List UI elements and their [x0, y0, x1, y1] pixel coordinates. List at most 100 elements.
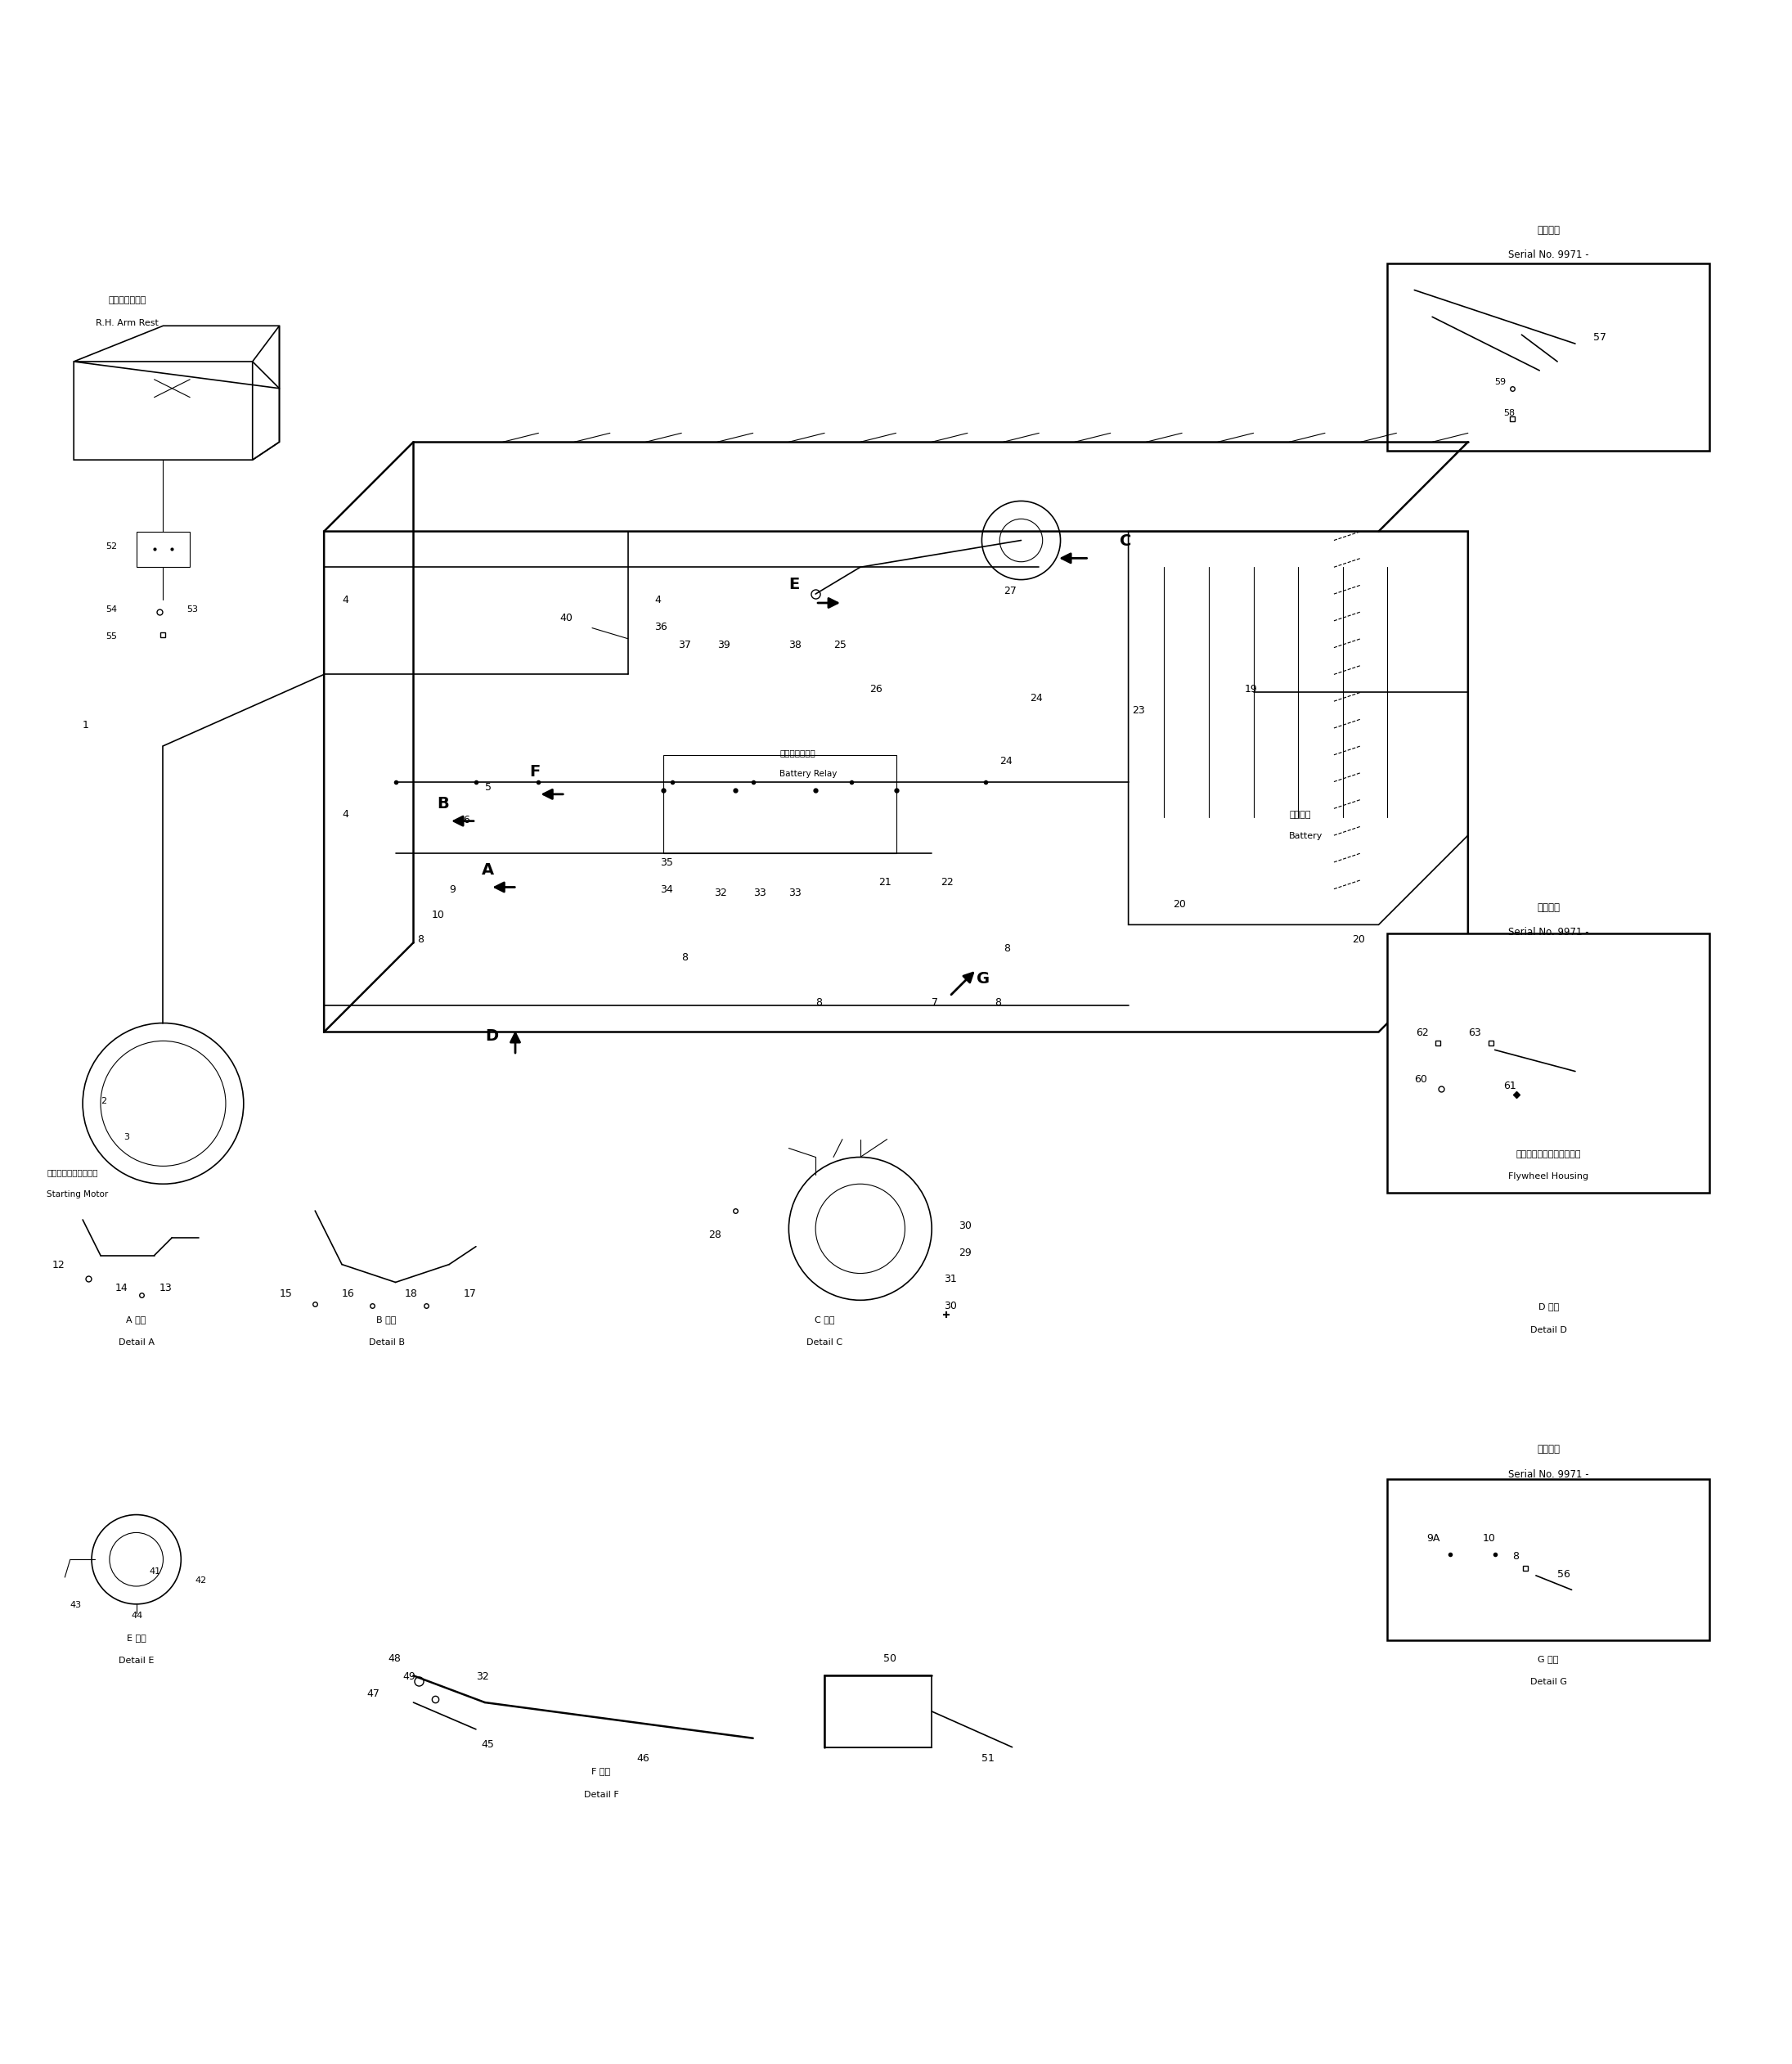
- Text: 52: 52: [106, 543, 118, 551]
- Text: 13: 13: [159, 1284, 172, 1294]
- Text: E 詳細: E 詳細: [127, 1633, 145, 1641]
- Text: 7: 7: [932, 997, 939, 1007]
- Text: 8: 8: [681, 952, 688, 964]
- Text: 右アームレスト: 右アームレスト: [109, 295, 147, 303]
- Text: 4: 4: [342, 809, 348, 819]
- Text: 43: 43: [70, 1602, 82, 1610]
- Text: 40: 40: [559, 613, 573, 623]
- Text: 61: 61: [1503, 1082, 1516, 1092]
- Bar: [1387, 933, 1710, 1193]
- Text: Battery Relay: Battery Relay: [780, 770, 837, 778]
- Text: 42: 42: [195, 1577, 206, 1585]
- Text: A: A: [482, 863, 493, 877]
- Text: 30: 30: [959, 1220, 971, 1230]
- Text: A 詳細: A 詳細: [127, 1315, 147, 1323]
- Text: 39: 39: [717, 640, 729, 650]
- Text: 15: 15: [280, 1288, 292, 1298]
- Text: 16: 16: [342, 1288, 355, 1298]
- Text: 29: 29: [959, 1247, 971, 1257]
- Text: 34: 34: [659, 883, 674, 896]
- Text: 49: 49: [403, 1672, 416, 1682]
- Text: 37: 37: [677, 640, 692, 650]
- Text: 20: 20: [1351, 935, 1366, 945]
- Text: 通用号機: 通用号機: [1538, 1445, 1559, 1455]
- Text: 8: 8: [1512, 1552, 1520, 1562]
- Text: D: D: [486, 1028, 498, 1044]
- Text: 8: 8: [418, 935, 423, 945]
- Text: Battery: Battery: [1288, 832, 1322, 840]
- Text: Flywheel Housing: Flywheel Housing: [1509, 1172, 1588, 1181]
- Text: 10: 10: [1482, 1534, 1495, 1544]
- Text: R.H. Arm Rest: R.H. Arm Rest: [97, 320, 159, 328]
- Text: フライホイールハウジング: フライホイールハウジング: [1516, 1150, 1581, 1158]
- Text: 60: 60: [1414, 1073, 1428, 1084]
- Text: Serial No. 9971 -: Serial No. 9971 -: [1509, 1470, 1590, 1480]
- Text: 10: 10: [432, 910, 444, 921]
- Text: Serial No. 9971 -: Serial No. 9971 -: [1509, 250, 1590, 260]
- Text: 14: 14: [115, 1284, 127, 1294]
- Text: 22: 22: [941, 877, 953, 888]
- Text: G 詳細: G 詳細: [1538, 1655, 1559, 1664]
- Text: F: F: [530, 764, 541, 780]
- Text: Detail D: Detail D: [1530, 1325, 1566, 1333]
- Text: バッテリリレー: バッテリリレー: [780, 749, 815, 757]
- Text: 53: 53: [186, 605, 197, 613]
- Text: Detail B: Detail B: [369, 1337, 405, 1346]
- Text: 2: 2: [100, 1096, 106, 1104]
- Bar: [663, 755, 896, 852]
- Text: 27: 27: [1004, 586, 1016, 596]
- Text: 58: 58: [1503, 409, 1516, 417]
- Text: Detail C: Detail C: [806, 1337, 842, 1346]
- Text: バッテリ: バッテリ: [1288, 811, 1312, 819]
- Text: 24: 24: [1030, 694, 1043, 704]
- Text: 33: 33: [753, 888, 765, 898]
- Text: 8: 8: [815, 997, 823, 1007]
- Text: C: C: [1120, 533, 1131, 549]
- Text: 3: 3: [124, 1133, 129, 1141]
- Text: 24: 24: [1000, 755, 1012, 766]
- Text: 19: 19: [1245, 683, 1258, 696]
- Text: D 詳細: D 詳細: [1538, 1302, 1559, 1311]
- Text: 47: 47: [367, 1688, 380, 1699]
- Text: 8: 8: [1004, 943, 1009, 954]
- Text: 56: 56: [1557, 1569, 1570, 1579]
- Text: Detail F: Detail F: [584, 1792, 618, 1800]
- Text: 31: 31: [944, 1273, 957, 1284]
- Text: 63: 63: [1468, 1028, 1480, 1038]
- Text: 36: 36: [654, 621, 668, 632]
- Bar: [136, 530, 190, 568]
- Text: 8: 8: [995, 997, 1002, 1007]
- Text: 9A: 9A: [1426, 1534, 1441, 1544]
- Text: 32: 32: [477, 1672, 489, 1682]
- Text: 51: 51: [982, 1752, 995, 1765]
- Text: 通用号機: 通用号機: [1538, 225, 1559, 235]
- Text: 30: 30: [944, 1300, 957, 1311]
- Text: 6: 6: [464, 815, 470, 826]
- Text: 46: 46: [636, 1752, 650, 1765]
- Text: Detail E: Detail E: [118, 1657, 154, 1666]
- Text: 62: 62: [1416, 1028, 1428, 1038]
- Text: 12: 12: [52, 1259, 65, 1271]
- Text: 26: 26: [869, 683, 882, 696]
- Text: 54: 54: [106, 605, 118, 613]
- Text: Serial No. 9971 -: Serial No. 9971 -: [1509, 927, 1590, 937]
- Text: 59: 59: [1495, 378, 1507, 386]
- Text: 35: 35: [659, 857, 674, 869]
- Text: 9: 9: [450, 883, 455, 896]
- Text: 48: 48: [389, 1653, 401, 1664]
- Text: Starting Motor: Starting Motor: [47, 1191, 109, 1197]
- Text: B: B: [437, 797, 448, 811]
- Text: C 詳細: C 詳細: [815, 1315, 835, 1323]
- Text: 20: 20: [1174, 898, 1186, 910]
- Text: 23: 23: [1133, 706, 1145, 716]
- Text: 55: 55: [106, 632, 118, 640]
- Text: 57: 57: [1593, 332, 1606, 343]
- Text: 50: 50: [883, 1653, 896, 1664]
- Text: 44: 44: [131, 1612, 143, 1620]
- Text: 1: 1: [82, 720, 90, 731]
- Text: 通用号機: 通用号機: [1538, 902, 1559, 912]
- Text: 17: 17: [464, 1288, 477, 1298]
- Text: Detail A: Detail A: [118, 1337, 154, 1346]
- Text: 28: 28: [708, 1230, 722, 1240]
- Text: 21: 21: [878, 877, 891, 888]
